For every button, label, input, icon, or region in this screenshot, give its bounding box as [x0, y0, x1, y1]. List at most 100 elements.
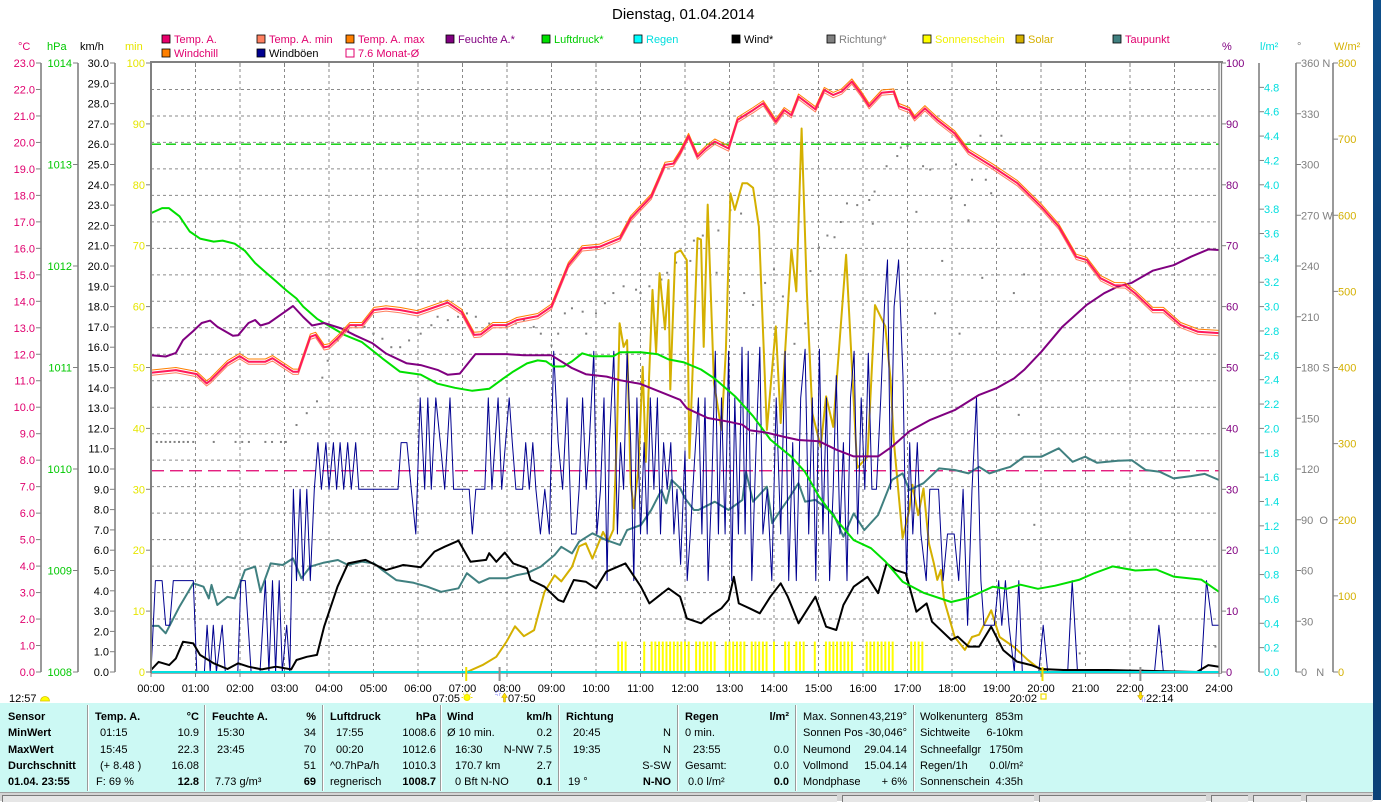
group-unit: % — [306, 711, 316, 723]
pressure-axis-tick-label: 1013 — [48, 160, 72, 172]
group-cell-left: ^0.7hPa/h — [330, 759, 380, 772]
legend-item-sonnenschein[interactable]: Sonnenschein — [922, 34, 1005, 46]
window-edge — [1373, 0, 1381, 800]
direction-dot — [363, 325, 366, 328]
group-title: Richtung — [566, 711, 614, 723]
legend-item-windboeen[interactable]: Windböen — [256, 48, 319, 60]
humidity-axis-tick-label: 20 — [1226, 545, 1238, 557]
direction-axis-tick-label: 210 — [1301, 312, 1319, 324]
sunset-icon — [1040, 693, 1047, 700]
direction-dot — [929, 168, 932, 171]
temp-axis-tick-label: 8.0 — [20, 455, 35, 467]
x-axis-tick-label: 14:00 — [760, 683, 788, 695]
direction-dot — [981, 276, 984, 279]
legend-label: Regen — [646, 34, 678, 46]
legend-item-luftdruck[interactable]: Luftdruck* — [541, 34, 604, 46]
legend-label: Temp. A. min — [269, 34, 333, 46]
group-cell-value: 1010.3 — [402, 759, 436, 772]
legend-item-feuchte[interactable]: Feuchte A.* — [445, 34, 516, 46]
group-cell-value: 1008.7 — [402, 776, 436, 788]
direction-dot — [1012, 292, 1015, 295]
wind-axis-tick-label: 3.0 — [94, 606, 109, 618]
temp-axis-tick-label: 20.0 — [14, 137, 35, 149]
status-bar-segment — [842, 795, 1034, 802]
wind-axis-tick-label: 23.0 — [88, 200, 109, 212]
wind-axis-tick-label: 6.0 — [94, 545, 109, 557]
astro-value: 43,219° — [868, 711, 907, 723]
legend-swatch — [1112, 34, 1122, 44]
group-cell-left: (+ 8.48 ) — [100, 759, 142, 772]
direction-dot — [950, 197, 953, 200]
sunshine-axis-unit: min — [125, 41, 143, 53]
dewpoint-line — [151, 447, 1220, 635]
temp-axis-unit: °C — [18, 41, 30, 53]
direction-dot — [354, 325, 357, 328]
row-label-current: 01.04. 23:55 — [8, 776, 70, 788]
legend-item-temp-a-max[interactable]: Temp. A. max — [345, 34, 425, 46]
wind-axis-tick-label: 16.0 — [88, 342, 109, 354]
group-cell-value: N-NO — [642, 776, 671, 788]
humidity-axis-tick-label: 70 — [1226, 241, 1238, 253]
direction-dot — [941, 259, 944, 262]
humidity-axis-tick-label: 80 — [1226, 180, 1238, 192]
sunrise-time: 07:05 — [432, 693, 460, 703]
direction-dot — [915, 210, 918, 213]
direction-dot — [399, 346, 402, 349]
direction-dot — [603, 302, 606, 305]
legend-item-regen[interactable]: Regen — [633, 34, 678, 46]
legend-item-wind[interactable]: Wind* — [731, 34, 774, 46]
group-cell-left: 23:45 — [217, 743, 245, 756]
legend-item-taupunkt[interactable]: Taupunkt — [1112, 34, 1170, 46]
extra-value: 6-10km — [986, 727, 1023, 740]
group-title: Temp. A. — [95, 711, 141, 723]
wind-axis-tick-label: 0.0 — [94, 667, 109, 679]
group-cell-value: 0.0 — [773, 776, 789, 788]
legend-swatch — [345, 34, 355, 44]
temp-axis-tick-label: 0.0 — [20, 667, 35, 679]
wind-axis-tick-label: 20.0 — [88, 261, 109, 273]
x-axis-tick-label: 00:00 — [137, 683, 165, 695]
direction-axis-tick-label: 90 O — [1301, 515, 1328, 527]
legend-item-temp-a[interactable]: Temp. A. — [161, 34, 217, 46]
group-cell-left: 0 min. — [685, 727, 715, 740]
direction-dot — [885, 165, 888, 168]
direction-dot — [871, 222, 874, 225]
legend-swatch — [922, 34, 932, 44]
direction-dot — [701, 234, 704, 237]
direction-dot — [505, 325, 508, 328]
legend-item-temp-a-min[interactable]: Temp. A. min — [256, 34, 333, 46]
temp-axis-tick-label: 17.0 — [14, 217, 35, 229]
direction-dot — [666, 271, 669, 274]
sunshine-axis-tick-label: 20 — [133, 545, 145, 557]
wind-axis-tick-label: 10.0 — [88, 464, 109, 476]
direction-dot — [648, 285, 651, 288]
humidity-axis-tick-label: 30 — [1226, 484, 1238, 496]
group-cell-value: 1012.6 — [402, 743, 436, 756]
day-length-icon — [40, 696, 50, 702]
legend-swatch — [1015, 34, 1025, 44]
row-label-sensor: Sensor — [8, 711, 46, 723]
legend-swatch — [445, 34, 455, 44]
direction-dot — [173, 440, 176, 443]
axes: 00:00 01:00 02:00 03:00 04:00 05:00 06:00 07:00… — [14, 41, 1361, 695]
extra-label: Regen/1h — [920, 759, 968, 772]
legend-item-richtung[interactable]: Richtung* — [826, 34, 887, 46]
legend-item-windchill[interactable]: Windchill — [161, 48, 218, 60]
group-title: Regen — [685, 711, 719, 723]
direction-dot — [390, 346, 393, 349]
group-cell-value: N — [663, 727, 671, 740]
x-axis-tick-label: 06:00 — [404, 683, 432, 695]
solar-axis-tick-label: 600 — [1338, 210, 1356, 222]
extra-value: 853m — [995, 711, 1023, 723]
wind-axis-tick-label: 22.0 — [88, 220, 109, 232]
group-cell-left: 0.0 l/m² — [688, 776, 725, 788]
direction-dot — [906, 144, 909, 147]
temp-axis-tick-label: 14.0 — [14, 296, 35, 308]
legend-item-monat-avg[interactable]: 7.6 Monat-Ø — [345, 48, 420, 60]
group-cell-left: 01:15 — [100, 727, 128, 740]
direction-dot — [457, 315, 460, 318]
status-bar-segment — [2, 795, 837, 802]
legend-item-solar[interactable]: Solar — [1015, 34, 1054, 46]
direction-dot — [804, 322, 807, 325]
direction-dot — [833, 236, 836, 239]
